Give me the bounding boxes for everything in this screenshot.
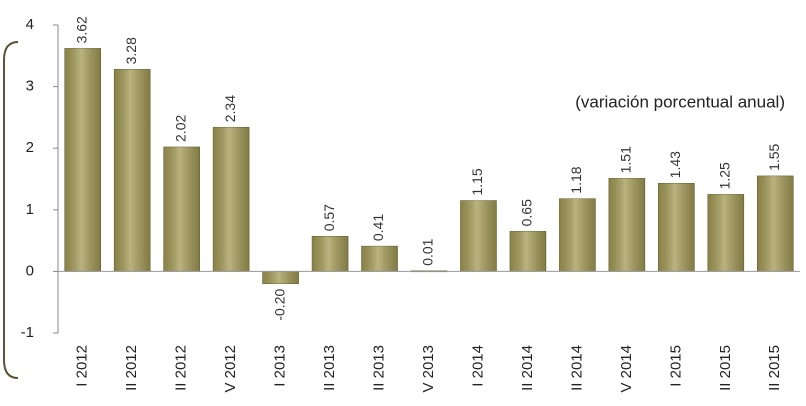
bar-shine (707, 194, 744, 272)
x-tick-label: V 2012 (222, 345, 239, 393)
bracket-decoration (3, 41, 19, 379)
value-label: 3.28 (123, 37, 139, 64)
value-label: 1.43 (667, 151, 683, 178)
value-label: 0.65 (519, 199, 535, 226)
y-tick-label: 2 (26, 139, 34, 156)
x-tick-label: II 2013 (371, 345, 388, 391)
value-label: 3.62 (73, 16, 89, 43)
x-tick-label: I 2012 (74, 345, 91, 387)
x-tick-label: V 2014 (618, 345, 635, 393)
value-label: 0.57 (321, 204, 337, 231)
bar-shine (213, 127, 250, 272)
y-tick-label: 3 (26, 78, 34, 95)
bar-shine (361, 246, 398, 272)
annotation: (variación porcentual anual) (575, 92, 785, 111)
y-tick-label: 0 (26, 262, 34, 279)
value-label: 2.34 (222, 95, 238, 122)
x-tick-label: II 2015 (717, 345, 734, 391)
bar-shine (262, 271, 299, 284)
x-tick-label: II 2012 (173, 345, 190, 391)
x-tick-label: II 2012 (123, 345, 140, 391)
value-label: 1.51 (618, 146, 634, 173)
x-tick-label: II 2014 (568, 345, 585, 391)
bar-shine (312, 236, 349, 272)
x-tick-label: V 2013 (420, 345, 437, 393)
y-tick-label: 4 (26, 16, 34, 33)
value-label: -0.20 (271, 289, 287, 321)
x-tick-label: I 2015 (667, 345, 684, 387)
value-label: 1.18 (568, 166, 584, 193)
bar-shine (559, 198, 596, 272)
bar-shine (509, 231, 546, 272)
bar-shine (114, 69, 151, 272)
x-tick-label: II 2015 (766, 345, 783, 391)
value-label: 1.15 (469, 168, 485, 195)
bar-shine (757, 175, 794, 272)
x-tick-label: I 2014 (469, 345, 486, 387)
bar-shine (163, 146, 200, 272)
value-label: 0.41 (370, 214, 386, 241)
x-tick-label: II 2014 (519, 345, 536, 391)
y-tick-label: 1 (26, 201, 34, 218)
x-tick-label: I 2013 (272, 345, 289, 387)
bar-shine (460, 200, 497, 272)
bar-shine (658, 183, 695, 272)
value-label: 0.01 (420, 238, 436, 265)
value-label: 1.55 (766, 143, 782, 170)
y-tick-label: -1 (21, 324, 34, 341)
value-label: 2.02 (172, 115, 188, 142)
value-label: 1.25 (717, 162, 733, 189)
x-tick-label: II 2013 (321, 345, 338, 391)
bar-shine (64, 48, 101, 272)
bar-shine (608, 178, 645, 272)
